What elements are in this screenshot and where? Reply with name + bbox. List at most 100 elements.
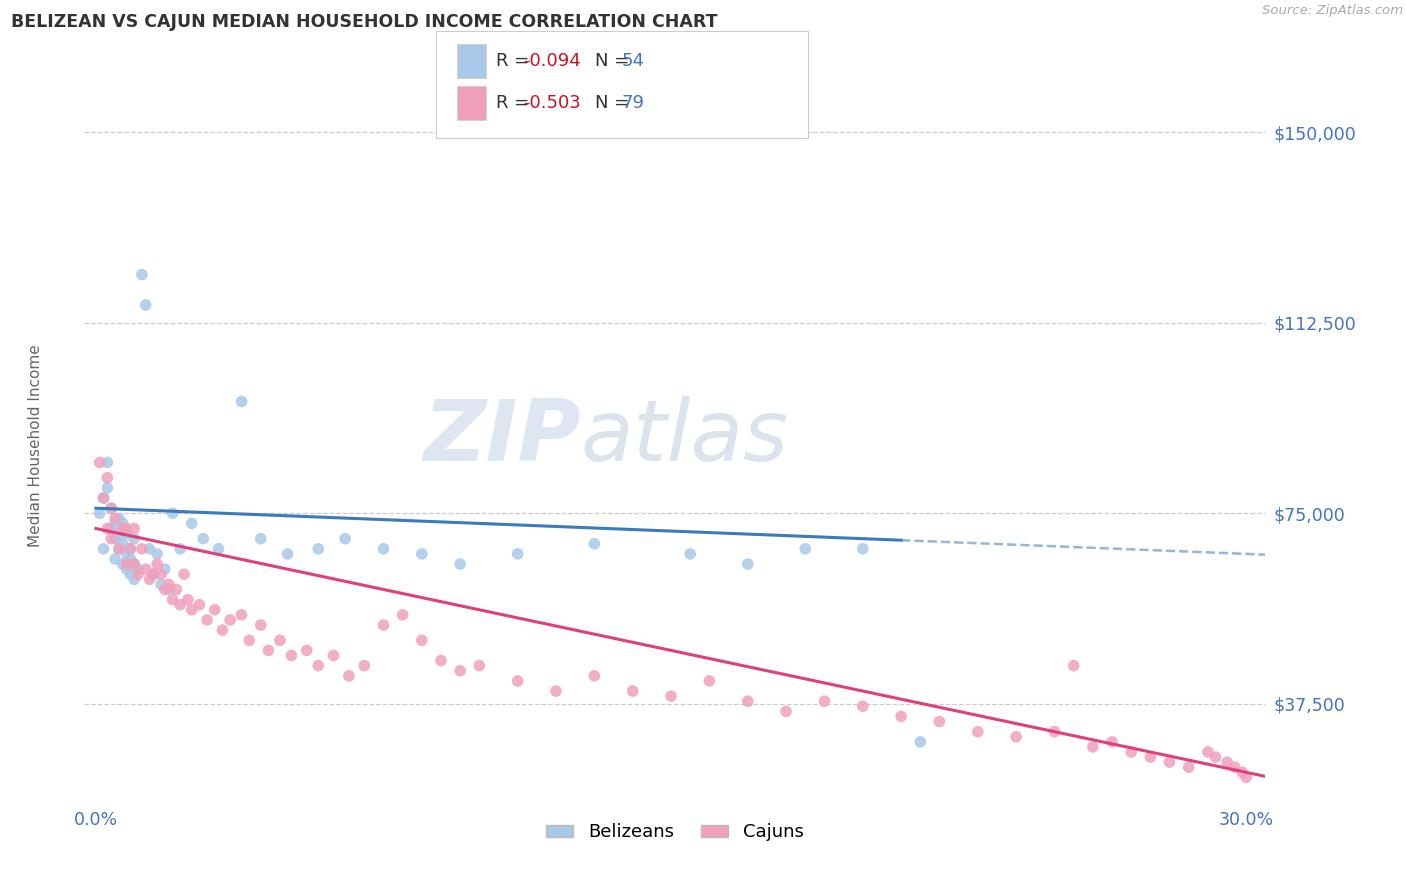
Point [93, 491, 115, 505]
Point [122, 557, 145, 571]
Point [108, 526, 131, 541]
Point [506, 547, 529, 561]
Point [322, 648, 344, 663]
Point [108, 511, 131, 525]
Point [153, 562, 176, 576]
Point [1234, 771, 1257, 785]
Point [699, 673, 721, 688]
Point [131, 541, 153, 556]
Point [852, 699, 875, 714]
Point [120, 541, 142, 556]
Point [231, 607, 253, 622]
Point [621, 684, 644, 698]
Point [219, 613, 242, 627]
Point [231, 394, 253, 409]
Point [188, 598, 211, 612]
Point [1216, 755, 1239, 769]
Point [659, 689, 682, 703]
Point [111, 537, 134, 551]
Point [468, 658, 491, 673]
Point [333, 532, 356, 546]
Text: atlas: atlas [581, 395, 789, 479]
Point [1159, 755, 1181, 769]
Point [162, 506, 184, 520]
Point [153, 582, 176, 597]
Text: 79: 79 [621, 94, 644, 112]
Point [794, 541, 817, 556]
Point [115, 521, 138, 535]
Point [966, 724, 988, 739]
Point [928, 714, 950, 729]
Point [910, 735, 932, 749]
Point [122, 532, 145, 546]
Point [150, 567, 173, 582]
Point [104, 552, 127, 566]
Text: Median Household Income: Median Household Income [28, 344, 42, 548]
Point [1232, 765, 1254, 780]
Point [391, 607, 413, 622]
Point [165, 582, 187, 597]
Point [737, 557, 759, 571]
Text: N =: N = [595, 52, 634, 70]
Point [211, 623, 233, 637]
Point [146, 557, 169, 571]
Point [96, 521, 118, 535]
Point [430, 654, 453, 668]
Point [1005, 730, 1028, 744]
Point [122, 521, 145, 535]
Point [177, 592, 200, 607]
Point [127, 567, 149, 582]
Point [115, 547, 138, 561]
Point [277, 547, 299, 561]
Point [1121, 745, 1143, 759]
Point [115, 526, 138, 541]
Point [111, 557, 134, 571]
Point [100, 532, 122, 546]
Point [104, 511, 127, 525]
Point [775, 705, 797, 719]
Point [104, 532, 127, 546]
Point [131, 268, 153, 282]
Point [249, 532, 271, 546]
Point [135, 562, 157, 576]
Point [411, 633, 433, 648]
Point [138, 541, 160, 556]
Point [115, 562, 138, 576]
Point [150, 577, 173, 591]
Point [583, 669, 606, 683]
Point [100, 501, 122, 516]
Text: R =: R = [496, 94, 536, 112]
Point [108, 541, 131, 556]
Point [169, 598, 191, 612]
Point [162, 592, 184, 607]
Point [1101, 735, 1123, 749]
Point [373, 618, 395, 632]
Point [679, 547, 702, 561]
Point [100, 521, 122, 535]
Point [544, 684, 567, 698]
Point [737, 694, 759, 708]
Point [890, 709, 912, 723]
Point [1139, 750, 1161, 764]
Text: Source: ZipAtlas.com: Source: ZipAtlas.com [1263, 4, 1403, 18]
Text: ZIP: ZIP [423, 395, 581, 479]
Point [93, 491, 115, 505]
Point [1197, 745, 1219, 759]
Point [583, 537, 606, 551]
Point [138, 572, 160, 586]
Text: 54: 54 [621, 52, 644, 70]
Point [238, 633, 260, 648]
Point [337, 669, 360, 683]
Point [1063, 658, 1085, 673]
Point [120, 567, 142, 582]
Point [295, 643, 318, 657]
Point [1223, 760, 1246, 774]
Point [115, 557, 138, 571]
Point [257, 643, 280, 657]
Point [449, 664, 471, 678]
Point [307, 541, 329, 556]
Point [89, 506, 111, 520]
Point [108, 541, 131, 556]
Text: -0.094: -0.094 [523, 52, 581, 70]
Point [122, 572, 145, 586]
